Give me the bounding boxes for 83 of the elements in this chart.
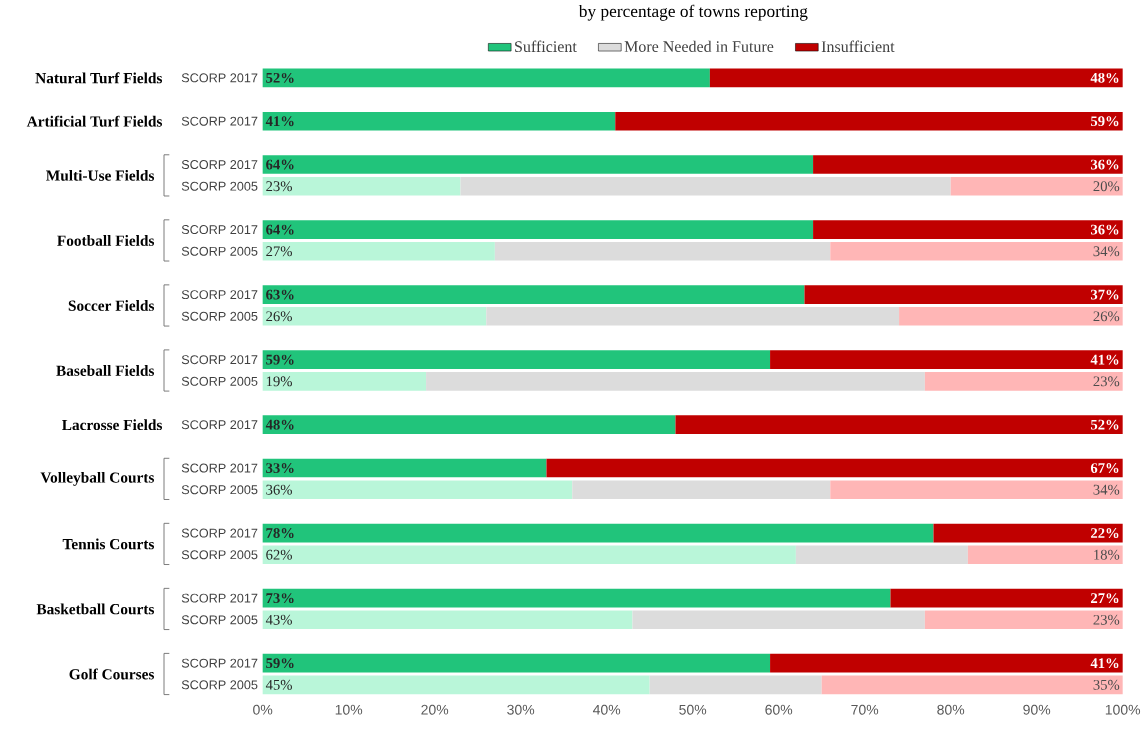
- text: Football Fields: [57, 235, 155, 246]
- data-label: 63%: [266, 289, 294, 300]
- text: Basketball Courts: [36, 603, 155, 615]
- data-label: 19%: [266, 376, 292, 387]
- data-label: 59%: [266, 354, 294, 365]
- text: Soccer Fields: [68, 300, 155, 311]
- y-tick-label: SCORP 2005: [181, 181, 258, 191]
- x-tick-label: 0%: [253, 704, 273, 715]
- x-tick-label: 40%: [592, 704, 621, 715]
- text: Golf Courses: [69, 668, 155, 680]
- text: Artificial Turf Fields: [26, 115, 163, 127]
- data-label: 27%: [1091, 593, 1119, 604]
- x-tick-label: 30%: [507, 704, 535, 715]
- data-label: 41%: [1090, 354, 1119, 365]
- data-label: 34%: [1093, 484, 1120, 495]
- y-tick-label: SCORP 2017: [181, 528, 258, 538]
- data-label: 45%: [265, 679, 292, 690]
- x-tick-label: 70%: [851, 704, 879, 715]
- data-label: 18%: [1094, 549, 1120, 560]
- data-label: 73%: [266, 593, 294, 604]
- data-label: 34%: [1093, 246, 1120, 257]
- data-label: 41%: [265, 116, 294, 127]
- y-tick-label: SCORP 2005: [181, 376, 258, 386]
- legend-label: Insufficient: [821, 40, 895, 53]
- text: Lacrosse Fields: [62, 419, 163, 431]
- y-tick-label: SCORP 2017: [181, 593, 258, 603]
- data-label: 59%: [266, 658, 294, 669]
- data-label: 52%: [1091, 419, 1119, 430]
- y-tick-label: SCORP 2017: [181, 355, 258, 365]
- text: Volleyball Courts: [40, 471, 155, 486]
- data-label: 22%: [1091, 528, 1119, 539]
- y-tick-label: SCORP 2005: [181, 680, 258, 690]
- y-tick-label: SCORP 2017: [181, 658, 258, 668]
- legend-label: More Needed in Future: [624, 40, 774, 52]
- data-label: 36%: [1090, 159, 1119, 170]
- x-tick-label: 60%: [765, 704, 793, 715]
- data-label: 59%: [1091, 116, 1119, 127]
- chart-subtitle: by percentage of towns reporting: [578, 4, 808, 21]
- data-label: 52%: [266, 72, 294, 83]
- data-label: 27%: [266, 246, 292, 257]
- data-label: 41%: [1090, 658, 1119, 669]
- y-tick-label: SCORP 2017: [181, 290, 258, 300]
- data-label: 26%: [266, 311, 292, 322]
- y-tick-label: SCORP 2005: [181, 246, 258, 256]
- data-label: 23%: [266, 181, 292, 192]
- data-label: 33%: [266, 463, 294, 474]
- data-label: 67%: [1090, 463, 1119, 474]
- x-tick-label: 100%: [1105, 704, 1141, 715]
- y-tick-label: SCORP 2017: [181, 116, 258, 126]
- y-tick-label: SCORP 2017: [181, 73, 258, 83]
- y-tick-label: SCORP 2005: [181, 311, 258, 321]
- data-label: 62%: [266, 549, 292, 560]
- data-label: 36%: [1090, 224, 1119, 235]
- data-label: 48%: [265, 419, 294, 430]
- x-tick-label: 90%: [1023, 704, 1051, 715]
- data-label: 20%: [1093, 181, 1120, 192]
- y-tick-label: SCORP 2005: [181, 550, 258, 560]
- data-label: 23%: [1093, 614, 1120, 625]
- y-tick-label: SCORP 2005: [181, 485, 258, 495]
- data-label: 37%: [1090, 289, 1119, 300]
- text: Tennis Courts: [62, 538, 155, 550]
- y-tick-label: SCORP 2017: [181, 225, 258, 235]
- y-tick-label: SCORP 2017: [181, 463, 258, 473]
- x-tick-label: 20%: [421, 704, 449, 715]
- text: Baseball Fields: [56, 365, 155, 376]
- data-label: 36%: [266, 484, 292, 495]
- y-tick-label: SCORP 2017: [181, 160, 258, 170]
- data-label: 26%: [1093, 311, 1120, 322]
- x-tick-label: 50%: [679, 704, 707, 715]
- y-tick-label: SCORP 2017: [181, 420, 258, 430]
- data-label: 23%: [1093, 376, 1120, 387]
- y-tick-label: SCORP 2005: [181, 615, 258, 625]
- data-label: 48%: [1090, 72, 1119, 83]
- data-label: 78%: [266, 528, 294, 539]
- text: Natural Turf Fields: [35, 72, 163, 84]
- text: Multi-Use Fields: [46, 169, 155, 181]
- x-tick-label: 10%: [335, 704, 363, 715]
- x-tick-label: 80%: [937, 704, 965, 715]
- data-label: 43%: [265, 614, 292, 625]
- data-label: 64%: [266, 159, 294, 170]
- data-label: 64%: [266, 224, 294, 235]
- data-label: 35%: [1093, 679, 1120, 690]
- legend-label: Sufficient: [515, 40, 577, 53]
